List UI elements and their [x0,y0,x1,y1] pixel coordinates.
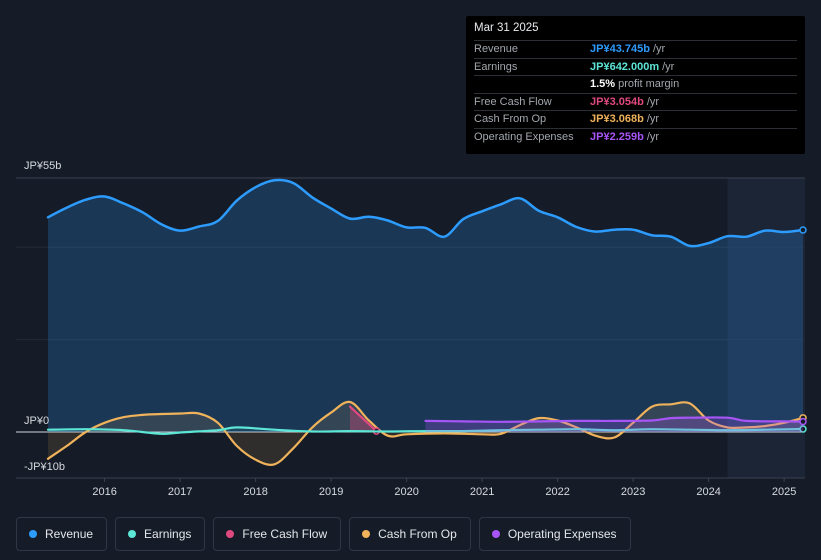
revenue-end-marker [799,226,807,234]
tooltip-row-value: 1.5% [590,78,616,91]
y-axis-label-zero: JP¥0 [24,415,49,427]
legend-label: Revenue [45,527,94,541]
revenue-line [46,178,805,248]
tooltip-panel: Mar 31 2025 Revenue JP¥43.745b/yr Earnings… [466,16,805,154]
tooltip-row-unit: /yr [652,43,666,56]
tooltip-row-value: JP¥3.054b [590,95,644,108]
legend-label: Operating Expenses [507,527,617,541]
legend-item-cash-from-op[interactable]: Cash From Op [349,517,471,551]
y-axis-label-top: JP¥55b [24,160,61,172]
tooltip-row-unit: profit margin [618,78,680,91]
legend-dot-icon [362,530,371,538]
tooltip-row-unit: /yr [646,95,660,108]
earnings-area [48,427,803,434]
legend-dot-icon [491,530,500,538]
x-tick-label: 2025 [772,486,796,498]
tooltip-row-unit: /yr [646,113,660,126]
tooltip-row-unit: /yr [646,130,660,143]
legend-label: Cash From Op [378,527,457,541]
x-tick-label: 2023 [621,486,645,498]
legend-dot-icon [29,530,37,538]
tooltip-row-value: JP¥43.745b [590,43,650,56]
tooltip-row-value: JP¥3.068b [590,113,644,126]
earnings-line [46,426,805,435]
cash-from-op-line [46,400,805,466]
tooltip-row-label: Revenue [474,43,519,56]
tooltip-row: Earnings JP¥642.000m/yr [474,57,797,76]
legend-item-earnings[interactable]: Earnings [115,517,206,551]
operating-expenses-line [424,416,805,423]
legend: Revenue Earnings Free Cash Flow Cash From O… [16,517,631,551]
tooltip-row-label: Operating Expenses [474,130,574,143]
tooltip-row-value: JP¥2.259b [590,130,644,143]
legend-label: Earnings [144,527,192,541]
tooltip-row: Free Cash Flow JP¥3.054b/yr [474,92,797,111]
legend-item-operating-expenses[interactable]: Operating Expenses [478,517,631,551]
tooltip-row: 1.5% profit margin [474,75,797,93]
legend-item-revenue[interactable]: Revenue [16,517,108,551]
tooltip-row: Revenue JP¥43.745b/yr [474,40,797,58]
x-tick-label: 2019 [319,486,343,498]
tooltip-date: Mar 31 2025 [474,22,539,34]
legend-item-free-cash-flow[interactable]: Free Cash Flow [213,517,342,551]
operating-expenses-end-marker [799,417,807,426]
earnings-end-marker [799,425,807,433]
tooltip-row-unit: /yr [662,60,675,73]
x-tick-label: 2016 [92,486,116,498]
x-tick-label: 2020 [394,486,418,498]
x-tick-label: 2024 [696,486,720,498]
revenue-area [48,180,803,432]
y-axis-label-bottom: -JP¥10b [24,461,65,473]
legend-dot-icon [128,530,137,538]
x-tick-label: 2018 [243,486,267,498]
tooltip-row: Operating Expenses JP¥2.259b/yr [474,127,797,146]
tooltip-row-value: JP¥642.000m [590,60,660,73]
x-tick-label: 2017 [168,486,192,498]
x-tick-label: 2022 [545,486,569,498]
tooltip-row: Cash From Op JP¥3.068b/yr [474,110,797,128]
tooltip-row-label: Earnings [474,60,518,73]
tooltip-row-label: Free Cash Flow [474,95,552,108]
legend-label: Free Cash Flow [242,527,328,541]
legend-dot-icon [226,530,235,538]
operating-expenses-area [425,417,803,432]
x-tick-label: 2021 [470,486,494,498]
tooltip-row-label: Cash From Op [474,113,547,126]
